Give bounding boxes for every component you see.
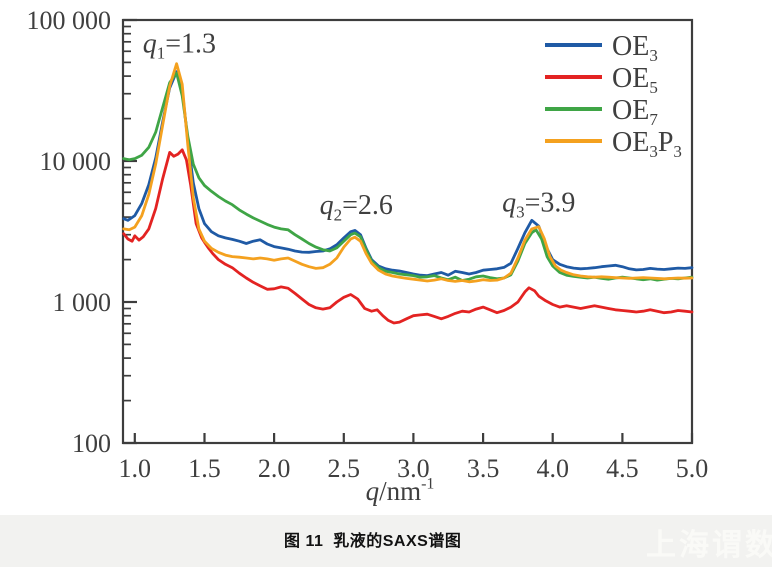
peak-annotations: q1=1.3 q2=2.6 q3=3.9	[143, 28, 576, 224]
x-tick-label: 3.0	[397, 454, 430, 483]
y-tick-label: 1 000	[53, 288, 112, 317]
x-tick-label: 2.0	[258, 454, 291, 483]
watermark-text: 上海谓数	[646, 529, 772, 562]
plot-border	[121, 18, 694, 445]
x-axis: 1.0 1.5 2.0 2.5 3.0 3.5 4.0 4.5 5.0 q/nm-1	[119, 433, 709, 506]
x-tick-label: 4.5	[606, 454, 639, 483]
peak-annotation-2: q2=2.6	[320, 190, 393, 224]
x-tick-label: 1.0	[119, 454, 152, 483]
legend-item-OE5: OE5	[545, 63, 658, 97]
legend-label-OE5: OE5	[612, 63, 658, 97]
legend-label-OE7: OE7	[612, 95, 658, 129]
peak-annotation-3: q3=3.9	[502, 187, 575, 221]
y-tick-label: 100	[72, 429, 111, 458]
x-axis-title: q/nm-1	[366, 476, 435, 506]
y-axis: 100 1 000 10 000 100 000	[27, 6, 137, 458]
x-tick-label: 2.5	[328, 454, 361, 483]
y-tick-label: 100 000	[27, 6, 112, 35]
x-tick-label: 3.5	[467, 454, 500, 483]
legend-item-OE3P3: OE3P3	[545, 127, 682, 161]
figure-caption: 图 11 乳液的SAXS谱图	[284, 533, 462, 550]
caption-strip: 图 11 乳液的SAXS谱图 上海谓数	[0, 515, 772, 567]
legend-label-OE3P3: OE3P3	[612, 127, 682, 161]
y-tick-label: 10 000	[40, 147, 112, 176]
series-line-OE5	[122, 148, 694, 325]
x-tick-label: 4.0	[536, 454, 569, 483]
series-line-OE3	[122, 70, 694, 277]
legend-item-OE7: OE7	[545, 95, 658, 129]
peak-annotation-1: q1=1.3	[143, 28, 216, 62]
series-lines	[122, 62, 694, 325]
saxs-chart: 100 1 000 10 000 100 000 1.0 1.5 2.0 2.5 3.0 3.5 4…	[27, 6, 709, 506]
series-line-OE3P3	[122, 62, 694, 284]
legend-label-OE3: OE3	[612, 31, 658, 65]
x-tick-label: 1.5	[188, 454, 221, 483]
legend-item-OE3: OE3	[545, 31, 658, 65]
x-tick-label: 5.0	[676, 454, 709, 483]
